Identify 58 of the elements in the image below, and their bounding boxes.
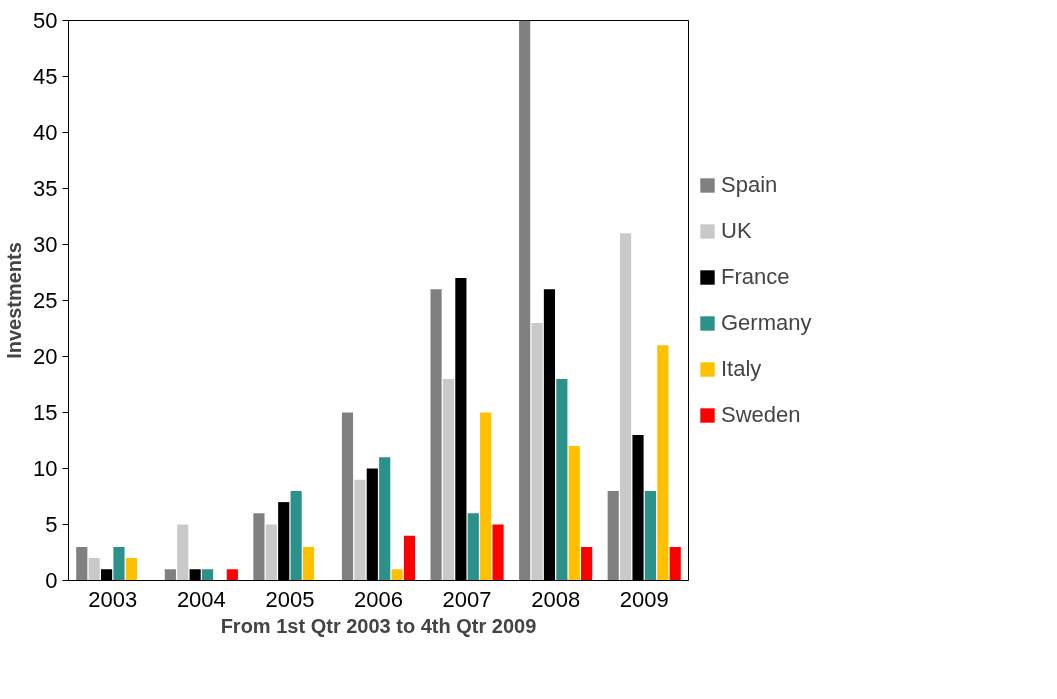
legend-label: UK: [721, 218, 752, 244]
bar: [519, 20, 531, 581]
bar: [253, 513, 265, 581]
bar: [76, 546, 88, 581]
bar: [265, 524, 277, 581]
bar: [556, 378, 568, 581]
bar: [669, 546, 681, 581]
bar: [403, 535, 416, 581]
bar: [177, 524, 189, 581]
bar: [391, 569, 403, 581]
bar: [531, 322, 543, 581]
x-tick-label: 2009: [619, 586, 669, 612]
y-tick-label: 0: [45, 568, 58, 593]
y-tick-label: 30: [33, 232, 58, 257]
y-tick-label: 25: [33, 288, 58, 313]
y-tick-label: 5: [45, 512, 58, 537]
y-tick-label: 15: [33, 400, 58, 425]
bar: [492, 524, 504, 581]
bar: [113, 546, 125, 581]
y-tick-label: 40: [33, 120, 58, 145]
bar: [620, 233, 632, 581]
bar: [341, 412, 354, 581]
bar: [644, 490, 656, 581]
x-tick-label: 2006: [354, 586, 403, 612]
y-tick-label: 50: [33, 8, 58, 33]
bar: [125, 558, 137, 581]
bar: [201, 569, 214, 581]
bar: [568, 446, 580, 581]
legend-label: Germany: [721, 310, 812, 336]
legend-label: Sweden: [721, 402, 801, 428]
bar: [581, 546, 593, 581]
bar: [379, 457, 391, 581]
x-tick-label: 2005: [265, 586, 315, 612]
y-tick-label: 35: [33, 176, 58, 201]
y-axis-title: Investments: [3, 242, 26, 359]
bar: [290, 490, 302, 581]
bar: [480, 412, 492, 581]
legend-label: Italy: [721, 356, 762, 382]
bar: [657, 345, 669, 581]
y-tick-label: 10: [33, 456, 58, 481]
x-tick-label: 2007: [442, 586, 492, 612]
bar: [226, 569, 238, 581]
x-tick-label: 2003: [88, 586, 138, 612]
bar: [164, 569, 176, 581]
x-axis-title: From 1st Qtr 2003 to 4th Qtr 2009: [220, 614, 537, 637]
bar: [607, 490, 619, 581]
bar: [302, 546, 315, 581]
legend-label: France: [721, 264, 790, 290]
bar: [442, 378, 455, 581]
y-tick-label: 20: [33, 344, 58, 369]
x-tick-label: 2004: [176, 586, 226, 612]
bar: [88, 558, 100, 581]
legend-label: Spain: [721, 172, 778, 198]
bar: [430, 289, 442, 581]
x-tick-label: 2008: [531, 586, 581, 612]
y-tick-label: 45: [33, 64, 58, 89]
bar: [354, 479, 366, 581]
bar: [467, 513, 479, 581]
